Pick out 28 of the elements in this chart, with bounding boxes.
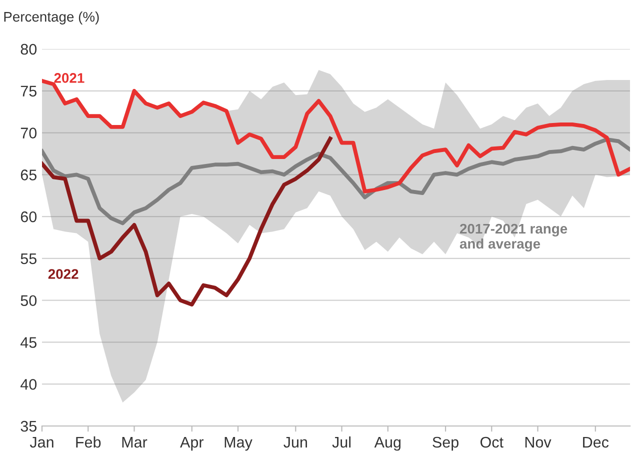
x-tick-label: Nov [525, 436, 552, 448]
y-tick-label: 80 [20, 44, 37, 55]
x-tick-label: Dec [583, 436, 609, 448]
x-tick-label: Aug [374, 436, 400, 451]
y-tick-label: 55 [20, 253, 36, 264]
line-series [42, 136, 332, 306]
text: 2017-2021 range and average [460, 224, 568, 252]
series-label: 2022 [48, 269, 78, 279]
y-tick-label: 40 [20, 378, 37, 390]
x-tick-label: Jun [284, 436, 307, 448]
y-tick-label: 75 [20, 86, 36, 97]
y-tick-label: 65 [20, 170, 36, 180]
x-tick-label: May [224, 436, 252, 451]
x-tick-label: Oct [480, 436, 504, 448]
x-tick-label: Jul [332, 436, 351, 448]
series-label: 2021 [54, 73, 84, 83]
x-tick-label: Sep [432, 436, 458, 451]
y-tick-label: 60 [20, 211, 37, 222]
x-tick-label: Apr [180, 436, 204, 451]
y-tick-label: 35 [20, 420, 36, 432]
line-series [42, 138, 630, 226]
y-axis-title: Percentage (%) [4, 12, 99, 24]
x-tick-label: Mar [122, 436, 148, 448]
y-tick-label: 70 [20, 128, 37, 138]
y-tick-label: 45 [20, 337, 36, 348]
y-tick-label: 50 [20, 295, 37, 306]
x-tick-label: Feb [76, 436, 101, 448]
x-tick-label: Jan [30, 436, 54, 448]
